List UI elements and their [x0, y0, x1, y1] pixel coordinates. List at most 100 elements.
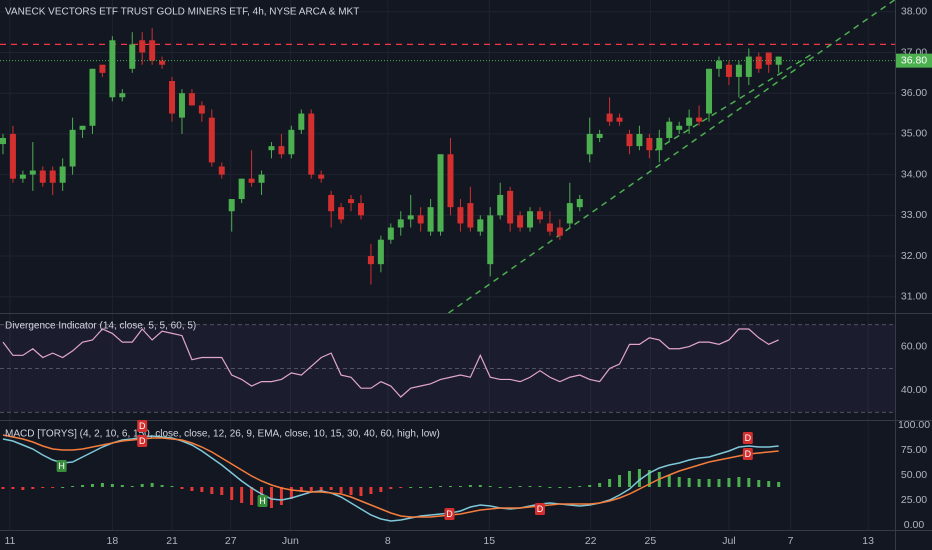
y-tick-label: 34.00	[901, 168, 927, 180]
histogram-bar	[160, 485, 164, 487]
y-tick-label: 40.00	[901, 384, 927, 396]
histogram-bar	[419, 487, 423, 488]
x-tick-label: 27	[225, 535, 237, 547]
histogram-bar	[369, 487, 373, 494]
x-tick-label: 25	[645, 535, 657, 547]
histogram-bar	[448, 486, 452, 487]
candle-body	[507, 190, 514, 224]
y-tick-label: 100.00	[898, 419, 930, 431]
candle-body	[99, 64, 106, 73]
histogram-bar	[31, 487, 35, 489]
histogram-bar	[598, 483, 602, 487]
histogram-bar	[777, 482, 781, 487]
candle-body	[517, 215, 524, 228]
histogram-bar	[727, 478, 731, 487]
x-tick-label: 8	[385, 535, 391, 547]
histogram-bar	[399, 487, 403, 488]
y-tick-label: 31.00	[901, 291, 927, 303]
histogram-bar	[309, 487, 313, 491]
histogram-bar	[279, 487, 283, 505]
candle-body	[129, 44, 136, 69]
histogram-bar	[697, 479, 701, 487]
candle-body	[39, 170, 46, 183]
candle-body	[487, 215, 494, 265]
candle-body	[348, 199, 355, 204]
histogram-bar	[528, 486, 532, 487]
candle-body	[755, 56, 762, 69]
histogram-bar	[608, 479, 612, 487]
candle-body	[69, 129, 76, 167]
histogram-bar	[71, 486, 75, 487]
histogram-bar	[299, 487, 303, 492]
histogram-bar	[498, 487, 502, 488]
histogram-bar	[508, 487, 512, 488]
candle-body	[397, 219, 404, 228]
chart-title: VANECK VECTORS ETF TRUST GOLD MINERS ETF…	[5, 7, 359, 18]
histogram-bar	[170, 486, 174, 487]
signal-label: D	[446, 509, 453, 519]
candle-body	[596, 133, 603, 138]
candle-body	[149, 40, 156, 61]
x-tick-label: Jul	[722, 535, 735, 547]
histogram-bar	[677, 477, 681, 487]
y-tick-label: 35.00	[901, 128, 927, 140]
histogram-bar	[339, 487, 343, 493]
x-tick-label: 18	[107, 535, 119, 547]
candle-body	[646, 137, 653, 151]
histogram-bar	[1, 487, 5, 489]
histogram-bar	[210, 487, 214, 494]
candle-body	[89, 68, 96, 126]
histogram-bar	[41, 487, 45, 488]
signal-marker	[742, 432, 753, 444]
x-tick-label: 7	[788, 535, 794, 547]
candle-body	[29, 170, 36, 175]
candle-body	[715, 60, 722, 69]
histogram-bar	[647, 470, 651, 487]
histogram-bar	[140, 484, 144, 487]
histogram-bar	[51, 487, 55, 488]
candle-body	[477, 219, 484, 232]
price-label: 36.80	[901, 54, 927, 66]
candle-body	[407, 215, 414, 220]
candle-body	[59, 166, 66, 183]
candle-body	[49, 170, 56, 183]
candle-body	[775, 56, 782, 65]
histogram-bar	[220, 487, 224, 495]
x-tick-label: 21	[166, 535, 178, 547]
histogram-bar	[11, 487, 15, 489]
candle-body	[248, 178, 255, 183]
candle-body	[566, 203, 573, 224]
signal-marker	[137, 420, 148, 432]
y-tick-label: 32.00	[901, 250, 927, 262]
candle-body	[258, 174, 265, 183]
histogram-bar	[100, 483, 104, 487]
y-tick-label: 25.00	[901, 494, 927, 506]
candle-body	[725, 64, 732, 77]
candle-body	[666, 121, 673, 138]
histogram-bar	[240, 487, 244, 503]
histogram-bar	[110, 484, 114, 487]
histogram-bar	[458, 486, 462, 487]
histogram-bar	[389, 487, 393, 489]
candle-body	[79, 125, 86, 130]
histogram-bar	[747, 478, 751, 487]
candle-body	[109, 40, 116, 98]
histogram-bar	[90, 484, 94, 487]
signal-marker	[137, 435, 148, 447]
candle-body	[765, 52, 772, 65]
candle-body	[357, 203, 364, 216]
histogram-bar	[578, 486, 582, 487]
histogram-bar	[667, 475, 671, 487]
candle-body	[139, 40, 146, 53]
y-tick-label: 60.00	[901, 340, 927, 352]
x-tick-label: 13	[862, 535, 874, 547]
histogram-bar	[488, 486, 492, 487]
candle-body	[536, 211, 543, 220]
histogram-bar	[130, 486, 134, 487]
histogram-bar	[429, 487, 433, 488]
histogram-bar	[618, 475, 622, 487]
pane-title: Divergence Indicator (14, close, 5, 5, 6…	[5, 321, 196, 332]
histogram-bar	[150, 483, 154, 487]
histogram-bar	[349, 487, 353, 495]
